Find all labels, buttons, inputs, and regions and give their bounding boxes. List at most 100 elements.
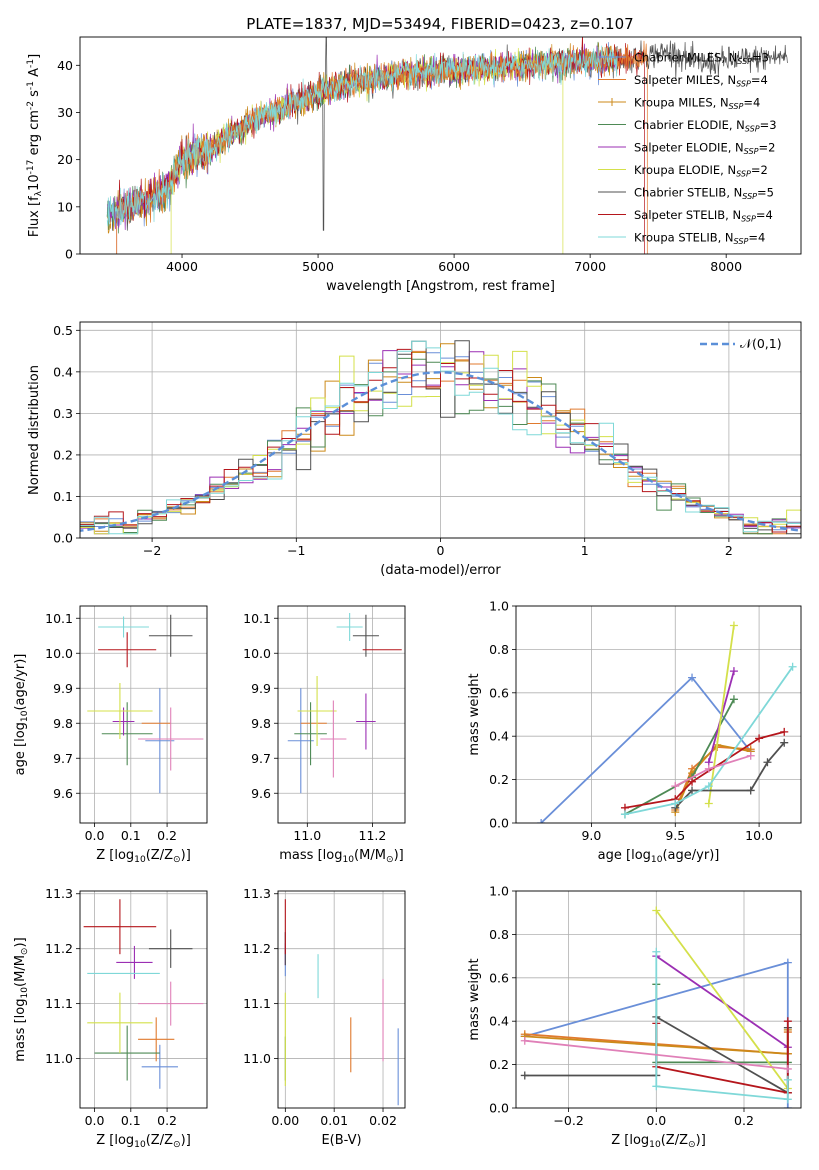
x-axis-label: wavelength [Angstrom, rest frame] [326,279,555,294]
y-tick-label: 11.0 [243,1051,271,1066]
y-tick-label: 9.8 [53,716,73,731]
mass-weight-vs-Z-axes: −0.2 0.0 0.2 0.0 0.2 0.4 0.6 0.8 1.0 Z [log10(Z/Z… [467,884,802,1150]
x-axis-label: Z [log10(Z/Z⊙)] [96,1133,191,1150]
weight-marker [671,782,680,791]
axes-frame [277,605,406,824]
y-tick-label: 10.0 [45,646,73,661]
weight-marker [783,1095,792,1104]
y-tick-label: 10.0 [243,646,271,661]
y-tick-label: 9.7 [251,751,271,766]
weight-marker [704,799,713,808]
errorbar-point-5 [148,614,193,657]
errorbar-point-8 [138,981,204,1026]
x-tick-label: −1 [287,543,305,558]
y-tick-label: 9.8 [251,716,271,731]
x-tick-label: 9.5 [665,828,685,843]
y-tick-label: 11.3 [45,886,73,901]
errorbar-point-0 [145,688,175,794]
y-tick-label: 0.0 [53,531,73,546]
y-tick-label: 10 [57,199,73,214]
errorbar-point-3 [112,707,135,736]
figure-title: PLATE=1837, MJD=53494, FIBERID=0423, z=0… [246,15,633,33]
y-tick-label: 0 [65,247,73,262]
errorbar-point-1 [138,1017,175,1062]
y-tick-label: 9.9 [251,681,271,696]
weight-series-5 [704,621,738,808]
y-tick-label: 9.6 [251,786,271,801]
x-tick-label: 0.2 [157,828,177,843]
errorbar-point-2 [101,702,153,766]
errorbar-point-4 [297,676,337,746]
mass-vs-Z-axes: 0.0 0.1 0.2 11.0 11.1 11.2 11.3 Z [log10(Z/Z⊙)]… [13,886,208,1150]
weight-marker [763,758,772,767]
spectrum-plot-area [106,37,788,254]
x-tick-label: 4000 [166,259,198,274]
y-tick-label: 0.8 [489,927,509,942]
x-tick-label: 0.00 [271,1113,299,1128]
errorbar-point-6 [98,632,157,668]
legend-label: Chabrier MILES, NSSP=3 [634,51,769,67]
x-axis-label: age [log10(age/yr)] [598,848,720,865]
weight-marker [520,1071,529,1080]
weight-marker [671,799,680,808]
y-axis-label: mass [log10(M/M⊙)] [13,937,30,1061]
y-tick-label: 0.2 [53,447,73,462]
errorbar-point-4 [87,683,153,739]
residual-hist-axes: −2 −1 0 1 2 0.0 0.1 0.2 0.3 0.4 0.5 (data-model)/er… [27,321,802,578]
weight-line [655,909,789,1090]
legend-label: Salpeter MILES, NSSP=4 [634,73,768,89]
errorbar-point-6 [83,899,157,955]
x-tick-label: 0.0 [85,828,105,843]
gaussian-legend-label: 𝒩(0,1) [740,336,782,351]
y-tick-label: 0.4 [53,364,73,379]
legend-label: Chabrier STELIB, NSSP=5 [634,186,774,202]
mass-vs-Z-plot-area [83,899,204,1089]
weight-series-9 [671,751,755,791]
legend-label: Kroupa MILES, NSSP=4 [634,96,760,112]
x-tick-label: 0.02 [369,1113,397,1128]
weight-marker [783,958,792,967]
weight-marker [729,667,738,676]
x-tick-label: 2 [725,543,733,558]
axes-frame [515,890,802,1109]
errorbar-point-0 [287,688,314,794]
errorbar-point-4 [87,992,153,1054]
y-tick-label: 20 [57,152,73,167]
y-tick-label: 11.0 [45,1051,73,1066]
weight-line [540,676,752,823]
y-tick-label: 11.1 [243,996,271,1011]
errorbar-point-5 [352,614,379,657]
y-axis-label: Flux [fλ10-17 erg cm-2 s-1 A-1] [26,54,44,237]
weight-line [655,955,789,1048]
weight-series-8 [652,947,792,1104]
y-tick-label: 11.1 [45,996,73,1011]
weight-marker [783,1075,792,1084]
age-vs-mass-plot-area [287,613,402,794]
x-tick-label: 0 [437,543,445,558]
spectrum-axes: 4000 5000 6000 7000 8000 0 10 20 30 40 wavelength … [26,36,802,294]
weight-marker [788,662,797,671]
x-tick-label: 8000 [710,259,742,274]
legend-label: Kroupa STELIB, NSSP=4 [634,231,765,247]
axes-frame [79,890,208,1109]
y-tick-label: 11.2 [45,941,73,956]
y-tick-label: 9.7 [53,751,73,766]
x-tick-label: 0.1 [121,1113,141,1128]
x-tick-label: 9.0 [581,828,601,843]
weight-line [524,1039,788,1070]
weight-marker [755,734,764,743]
y-tick-label: 11.2 [243,941,271,956]
mass-weight-vs-age-axes: 9.0 9.5 10.0 0.0 0.2 0.4 0.6 0.8 1.0 age [log10(a… [467,599,802,865]
y-tick-label: 11.3 [243,886,271,901]
age-vs-Z-plot-area [87,614,204,794]
x-axis-label: E(B-V) [321,1133,361,1148]
y-tick-label: 0.1 [53,489,73,504]
x-tick-label: −2 [143,543,161,558]
weight-series-8 [620,662,797,819]
x-axis-label: Z [log10(Z/Z⊙)] [96,848,191,865]
y-tick-label: 1.0 [489,884,509,899]
gaussian-curve [80,371,801,532]
y-tick-label: 9.6 [53,786,73,801]
weight-marker [780,727,789,736]
legend-label: Salpeter ELODIE, NSSP=2 [634,141,775,157]
